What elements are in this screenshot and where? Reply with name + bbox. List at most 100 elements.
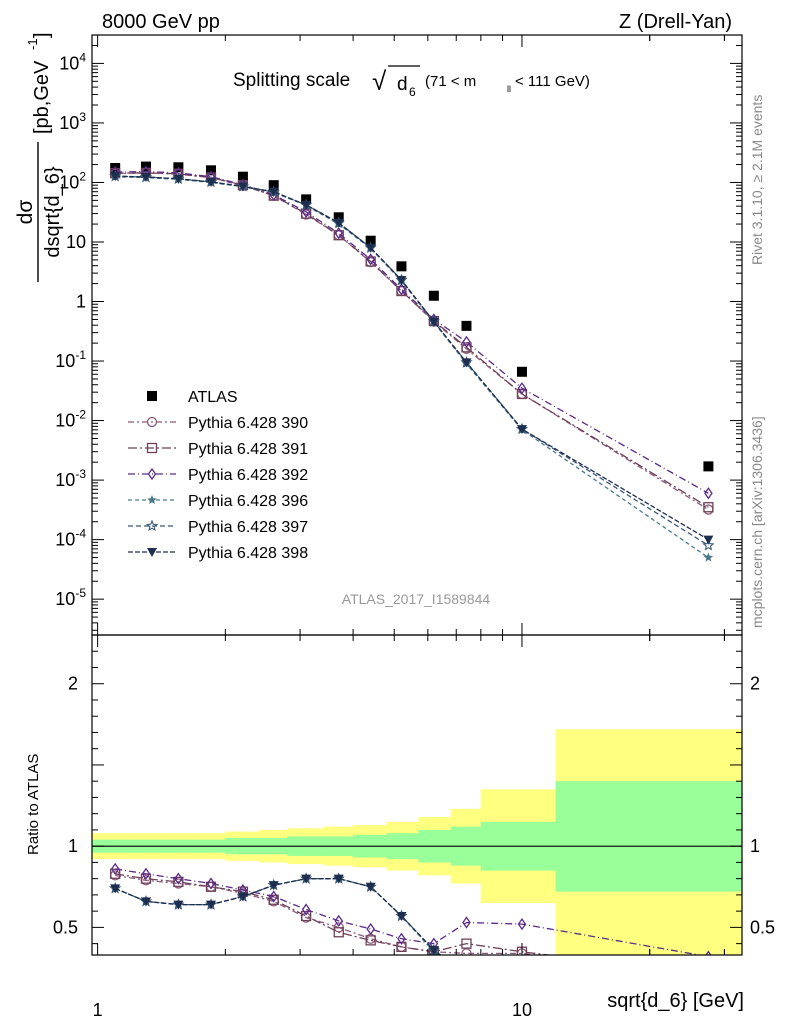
series-line — [115, 170, 709, 494]
ratio-point — [428, 946, 439, 955]
y-axis-label-bottom: Ratio to ATLAS — [25, 754, 42, 855]
legend-label: Pythia 6.428 397 — [188, 519, 308, 536]
series-line — [115, 172, 709, 511]
ylabel-den: dsqrt{d_6} — [42, 166, 64, 258]
ratio-point — [174, 872, 183, 885]
ratio-point — [704, 972, 713, 981]
data-point — [268, 180, 279, 191]
ratio-point — [462, 970, 472, 979]
data-point — [140, 172, 151, 182]
data-point — [461, 358, 472, 368]
ylabel-units-close: ] — [31, 32, 53, 38]
data-point — [704, 487, 713, 500]
data-point — [461, 320, 472, 331]
data-point — [333, 218, 344, 228]
legend-item: Pythia 6.428 396 — [128, 493, 308, 510]
ratio-point — [334, 914, 344, 928]
data-point — [365, 235, 376, 246]
data-point — [396, 285, 407, 297]
y-tick-label: 102 — [59, 169, 86, 192]
series-391 — [110, 167, 714, 513]
ratio-point — [269, 890, 279, 903]
plot-title-cut-sub: ll — [507, 84, 511, 94]
y-tick-label: 10-3 — [55, 467, 86, 490]
ratio-point — [365, 882, 376, 892]
inner-band-bin — [555, 781, 742, 892]
data-point — [703, 552, 714, 562]
data-point — [516, 366, 527, 377]
ratio-point — [300, 910, 312, 922]
ylabel-num: dσ — [14, 200, 37, 225]
y-tick-label: 1 — [76, 292, 86, 312]
data-point — [703, 461, 714, 472]
series-line — [115, 176, 709, 559]
ratio-point — [205, 900, 216, 910]
legend-marker — [147, 495, 157, 504]
plot-title-cut-close: < 111 GeV) — [515, 73, 590, 90]
header-left: 8000 GeV pp — [102, 11, 220, 33]
series-390 — [110, 167, 714, 515]
data-point — [333, 230, 344, 241]
ratio-point — [517, 987, 527, 996]
ratio-point — [333, 927, 344, 938]
data-point — [703, 504, 714, 515]
data-point — [205, 177, 216, 187]
ratio-y-tick-label-right: 0.5 — [750, 917, 775, 937]
data-point — [397, 283, 406, 296]
series-line — [115, 172, 709, 508]
rivet-label: Rivet 3.1.10, ≥ 2.1M events — [749, 95, 765, 265]
ratio-point — [301, 874, 312, 884]
ratio-line — [115, 873, 554, 955]
legend-label: Pythia 6.428 392 — [188, 467, 308, 484]
data-point — [462, 335, 471, 348]
legend-marker — [147, 548, 157, 557]
ratio-point — [396, 912, 407, 922]
data-point — [517, 382, 527, 395]
y-tick-label: 10-4 — [55, 527, 86, 550]
legend-item: Pythia 6.428 397 — [128, 519, 308, 536]
data-point — [301, 205, 311, 219]
ratio-y-tick-label-right: 2 — [750, 674, 760, 694]
series-398 — [110, 172, 714, 545]
legend-label: Pythia 6.428 398 — [188, 545, 308, 562]
ratio-series-398 — [110, 874, 527, 996]
ratio-y-tick-label: 0.5 — [53, 917, 78, 937]
data-point — [428, 317, 439, 327]
ratio-point — [333, 874, 344, 884]
plot-title-sqrt: √ — [372, 66, 387, 96]
data-point — [516, 388, 528, 400]
legend-label: Pythia 6.428 391 — [188, 441, 308, 458]
data-point — [703, 535, 714, 545]
data-point — [268, 187, 279, 197]
ratio-point — [173, 900, 184, 910]
legend-marker — [146, 442, 158, 454]
ratio-point — [110, 862, 120, 876]
ratio-line — [115, 868, 704, 955]
legend-item: Pythia 6.428 398 — [128, 545, 308, 562]
ratio-point — [140, 897, 151, 907]
ratio-point — [206, 877, 216, 890]
x-tick-label: 10 — [512, 1000, 532, 1020]
ratio-y-tick-label-right: 1 — [750, 836, 760, 856]
y-tick-label: 104 — [59, 50, 86, 73]
data-point — [205, 165, 216, 176]
ratio-point — [461, 970, 471, 979]
ratio-line — [114, 878, 442, 955]
ratio-point — [141, 867, 151, 880]
legend-item: Pythia 6.428 390 — [128, 415, 308, 432]
y-tick-label: 103 — [59, 110, 86, 133]
ratio-point — [268, 881, 279, 891]
ylabel-units: [pb,GeV — [31, 60, 53, 134]
y-axis-label-top: dσ dsqrt{d_6} [pb,GeV -1 ] — [14, 32, 64, 282]
ratio-point — [205, 881, 217, 892]
y-tick-label: 10-2 — [55, 408, 86, 431]
ylabel-units-sup: -1 — [25, 38, 40, 50]
data-point — [396, 275, 407, 285]
data-point — [110, 172, 121, 182]
ratio-point — [268, 894, 279, 905]
legend-item: Pythia 6.428 391 — [128, 441, 308, 458]
data-point — [516, 425, 527, 435]
ratio-y-tick-label: 1 — [68, 836, 78, 856]
series-line — [115, 175, 709, 541]
y-tick-label: 10-1 — [55, 348, 86, 371]
